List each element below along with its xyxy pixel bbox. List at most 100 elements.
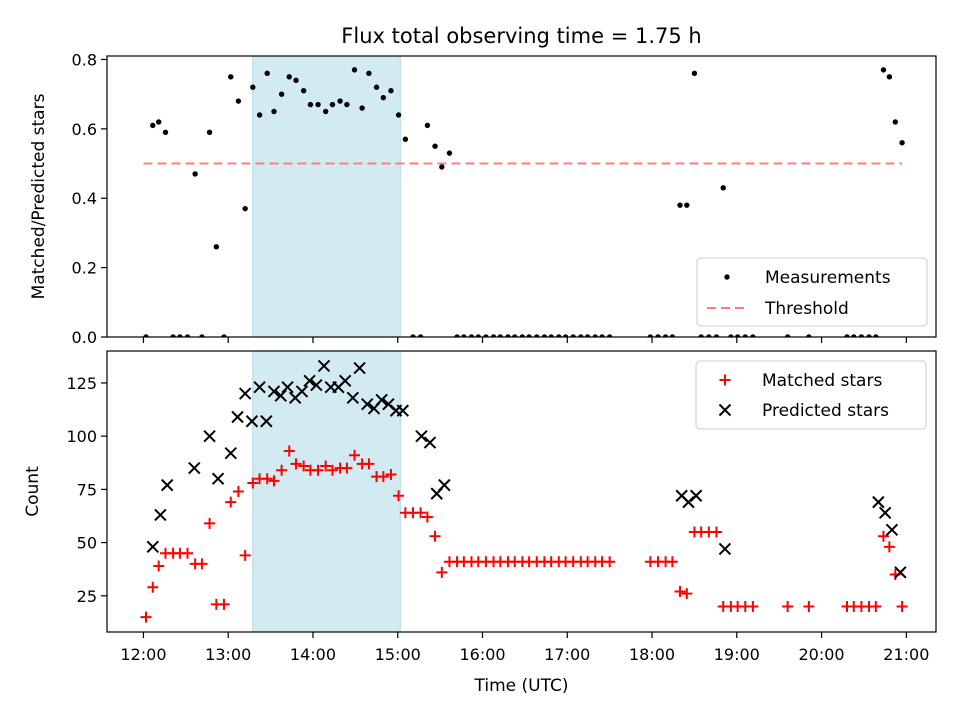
predicted-star-marker xyxy=(274,389,287,402)
measurement-point xyxy=(497,334,504,337)
matched-star-marker xyxy=(283,445,295,457)
measurement-point xyxy=(278,91,285,97)
measurement-point xyxy=(691,70,698,77)
measurement-point xyxy=(562,334,569,337)
measurement-point xyxy=(858,334,865,337)
measurement-point xyxy=(570,334,576,337)
predicted-star-marker xyxy=(718,542,732,556)
matched-star-marker xyxy=(312,464,324,476)
y-tick-label: 50 xyxy=(77,534,97,553)
predicted-star-marker xyxy=(338,374,352,388)
matched-star-marker xyxy=(877,530,889,542)
predicted-star-marker xyxy=(317,359,331,373)
measurement-point xyxy=(192,171,198,177)
matched-star-marker xyxy=(870,600,882,612)
measurement-point xyxy=(468,334,475,337)
measurement-point xyxy=(417,334,424,337)
legend-measurement-label: Measurements xyxy=(765,268,891,288)
x-tick-label: 18:00 xyxy=(629,645,675,664)
matched-star-marker xyxy=(276,464,288,476)
measurement-point xyxy=(548,334,554,337)
matched-star-marker xyxy=(140,611,152,623)
y-tick-label: 0.2 xyxy=(72,259,97,278)
legend-box xyxy=(696,257,928,327)
observing-window-shade xyxy=(252,55,401,338)
measurement-point xyxy=(307,101,314,108)
measurement-point xyxy=(380,94,387,101)
matched-star-marker xyxy=(196,558,208,570)
measurement-point xyxy=(647,334,654,337)
legend-box xyxy=(695,360,927,430)
measurement-point xyxy=(213,244,220,250)
predicted-star-marker xyxy=(310,378,323,392)
predicted-star-marker xyxy=(231,410,244,424)
matched-star-marker xyxy=(218,598,230,610)
measurement-point xyxy=(329,101,336,108)
y-tick-label: 0.4 xyxy=(72,189,97,208)
y-tick-label: 0.0 xyxy=(72,328,97,347)
y-axis-label: Matched/Predicted stars xyxy=(29,93,49,299)
predicted-star-marker xyxy=(872,495,885,509)
measurement-point xyxy=(446,150,453,156)
matched-star-marker xyxy=(261,473,273,485)
predicted-star-marker xyxy=(295,385,309,398)
measurement-point xyxy=(880,67,887,73)
measurement-point xyxy=(162,129,169,136)
measurement-point xyxy=(592,334,598,337)
predicted-star-marker xyxy=(211,472,225,485)
matched-star-marker xyxy=(204,517,216,529)
measurement-point xyxy=(606,334,613,337)
legend-matched-marker xyxy=(719,374,731,386)
matched-star-marker xyxy=(298,460,310,472)
x-tick-label: 19:00 xyxy=(714,645,760,664)
predicted-star-marker xyxy=(415,429,428,443)
measurement-point xyxy=(750,334,756,337)
predicted-star-marker xyxy=(396,404,410,417)
predicted-star-marker xyxy=(689,489,703,502)
measurement-point xyxy=(662,334,669,337)
x-tick-label: 20:00 xyxy=(799,645,845,664)
predicted-star-marker xyxy=(160,478,174,492)
measurement-point xyxy=(873,334,879,337)
x-tick-label: 13:00 xyxy=(205,645,251,664)
measurement-point xyxy=(264,70,270,77)
predicted-star-marker xyxy=(154,508,167,522)
x-tick-label: 17:00 xyxy=(544,645,590,664)
predicted-star-marker xyxy=(878,506,892,519)
x-axis-label: Time (UTC) xyxy=(474,676,569,696)
measurement-point xyxy=(899,140,905,146)
measurement-point xyxy=(806,334,812,337)
measurement-point xyxy=(734,334,741,337)
measurement-point xyxy=(395,112,402,118)
predicted-star-marker xyxy=(203,429,216,443)
measurement-point xyxy=(177,334,183,337)
measurement-point xyxy=(519,334,526,337)
predicted-star-marker xyxy=(238,387,252,400)
measurement-point xyxy=(199,334,205,337)
measurement-point xyxy=(256,112,263,118)
measurement-point xyxy=(728,334,734,337)
top-panel: 0.0 0.2 0.4 0.6 0.8 Matched/Predicted stars Me… xyxy=(29,50,937,347)
measurement-point xyxy=(439,164,445,170)
matched-star-marker xyxy=(674,586,686,598)
measurement-point xyxy=(286,74,292,80)
measurement-point xyxy=(556,334,562,337)
matched-star-marker xyxy=(377,471,389,483)
matched-star-marker xyxy=(290,458,302,470)
measurement-point xyxy=(655,334,661,337)
matched-star-marker xyxy=(349,449,361,461)
x-tick-label: 21:00 xyxy=(883,645,929,664)
matched-star-marker xyxy=(681,588,693,600)
matched-star-marker xyxy=(421,511,433,523)
measurement-point xyxy=(300,87,307,94)
measurement-point xyxy=(475,334,481,337)
measurement-point xyxy=(454,334,460,337)
measurement-point xyxy=(706,334,712,337)
x-tick-label: 14:00 xyxy=(290,645,336,664)
predicted-star-marker xyxy=(375,393,388,407)
matched-star-marker xyxy=(239,549,251,561)
measurement-point xyxy=(534,334,540,337)
matched-star-marker xyxy=(429,530,441,542)
measurement-point xyxy=(578,334,584,337)
matched-star-marker xyxy=(883,541,895,553)
